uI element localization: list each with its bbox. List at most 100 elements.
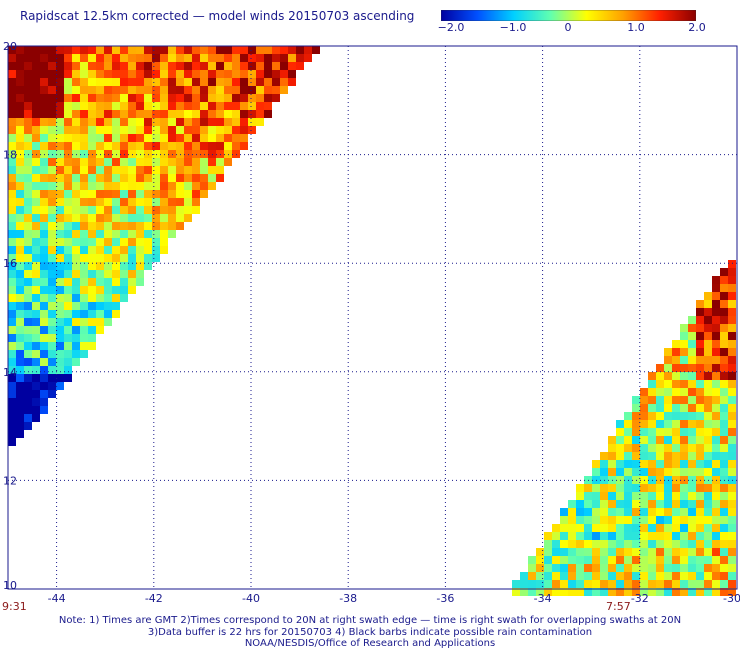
wind-cell [32, 374, 40, 382]
wind-cell [696, 340, 704, 348]
wind-cell [104, 294, 112, 302]
wind-cell [632, 460, 640, 468]
wind-cell [32, 214, 40, 222]
wind-cell [88, 342, 96, 350]
wind-cell [272, 46, 280, 54]
wind-cell [608, 444, 616, 452]
wind-cell [48, 62, 56, 70]
wind-cell [80, 222, 88, 230]
swath-time-center: 7:57 [606, 600, 631, 613]
wind-cell [536, 580, 544, 588]
wind-cell [40, 46, 48, 54]
wind-cell [232, 142, 240, 150]
wind-cell [664, 564, 672, 572]
wind-cell [712, 436, 720, 444]
wind-cell [176, 102, 184, 110]
wind-cell [632, 532, 640, 540]
wind-cell [56, 206, 64, 214]
wind-cell [728, 540, 736, 548]
wind-cell [112, 102, 120, 110]
wind-cell [176, 190, 184, 198]
wind-cell [208, 46, 216, 54]
wind-cell [240, 86, 248, 94]
wind-cell [96, 246, 104, 254]
wind-cell [680, 460, 688, 468]
wind-cell [600, 516, 608, 524]
wind-cell [32, 70, 40, 78]
wind-cell [160, 118, 168, 126]
wind-cell [608, 452, 616, 460]
wind-cell [720, 340, 728, 348]
wind-cell [704, 348, 712, 356]
colorbar-tick-label: 0 [564, 21, 572, 34]
wind-cell [600, 556, 608, 564]
wind-cell [648, 396, 656, 404]
wind-cell [608, 572, 616, 580]
wind-cell [72, 70, 80, 78]
wind-cell [704, 332, 712, 340]
wind-cell [32, 414, 40, 422]
wind-cell [600, 460, 608, 468]
wind-cell [232, 102, 240, 110]
wind-cell [160, 134, 168, 142]
wind-cell [112, 190, 120, 198]
wind-cell [600, 484, 608, 492]
wind-cell [248, 110, 256, 118]
wind-cell [688, 340, 696, 348]
wind-cell [72, 46, 80, 54]
wind-cell [248, 78, 256, 86]
wind-cell [672, 548, 680, 556]
wind-cell [184, 78, 192, 86]
wind-cell [696, 500, 704, 508]
wind-cell [152, 70, 160, 78]
wind-cell [712, 452, 720, 460]
wind-cell [16, 166, 24, 174]
wind-cell [152, 102, 160, 110]
wind-cell [96, 262, 104, 270]
wind-cell [176, 86, 184, 94]
wind-cell [696, 564, 704, 572]
wind-cell [8, 214, 16, 222]
wind-cell [40, 102, 48, 110]
wind-cell [232, 70, 240, 78]
wind-cell [656, 564, 664, 572]
wind-cell [688, 444, 696, 452]
wind-cell [160, 70, 168, 78]
wind-cell [96, 198, 104, 206]
wind-cell [72, 198, 80, 206]
wind-cell [32, 222, 40, 230]
wind-cell [128, 86, 136, 94]
wind-cell [576, 484, 584, 492]
wind-cell [152, 110, 160, 118]
wind-cell [608, 492, 616, 500]
wind-cell [88, 222, 96, 230]
wind-cell [264, 102, 272, 110]
wind-cell [8, 62, 16, 70]
wind-cell [720, 380, 728, 388]
wind-cell [704, 300, 712, 308]
wind-cell [96, 302, 104, 310]
wind-cell [160, 230, 168, 238]
wind-cell [656, 452, 664, 460]
wind-cell [120, 166, 128, 174]
wind-cell [728, 340, 736, 348]
wind-cell [704, 588, 712, 596]
wind-cell [144, 206, 152, 214]
wind-cell [160, 174, 168, 182]
wind-cell [216, 142, 224, 150]
wind-cell [672, 444, 680, 452]
wind-cell [576, 564, 584, 572]
wind-cell [616, 548, 624, 556]
wind-cell [696, 484, 704, 492]
wind-cell [40, 406, 48, 414]
wind-cell [56, 222, 64, 230]
wind-cell [672, 516, 680, 524]
wind-cell [200, 126, 208, 134]
wind-cell [520, 580, 528, 588]
wind-cell [184, 126, 192, 134]
wind-cell [64, 350, 72, 358]
wind-cell [664, 548, 672, 556]
wind-cell [624, 460, 632, 468]
wind-cell [128, 46, 136, 54]
wind-cell [136, 102, 144, 110]
